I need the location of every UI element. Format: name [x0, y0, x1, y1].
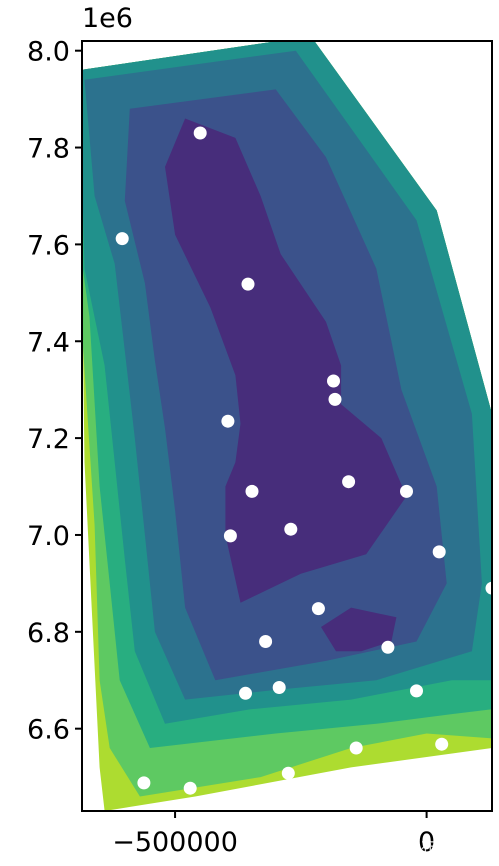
scatter-point	[381, 640, 395, 654]
scatter-point	[183, 781, 197, 795]
scatter-point	[259, 635, 273, 648]
scatter-point	[193, 126, 207, 140]
y-tick-label: 7.6	[27, 230, 70, 261]
scatter-point	[342, 475, 356, 489]
y-tick-label: 7.0	[27, 521, 70, 552]
y-tick-label: 7.4	[27, 327, 70, 358]
scatter-point	[327, 374, 340, 388]
scatter-point	[311, 602, 325, 616]
scatter-point	[241, 277, 255, 291]
scatter-point	[221, 414, 235, 428]
scatter-point	[400, 484, 413, 498]
scatter-point	[137, 776, 151, 790]
scatter-point	[432, 545, 446, 559]
y-offset-label: 1e6	[82, 3, 133, 34]
contour-region-level-0	[321, 607, 397, 652]
scatter-point	[62, 306, 75, 319]
scatter-point	[245, 484, 259, 498]
y-axis-ticks: 6.6 6.8 7.0 7.2 7.4 7.6 7.8 8.0	[27, 37, 82, 746]
y-tick-label: 8.0	[27, 37, 70, 68]
scatter-point	[485, 581, 492, 595]
scatter-point	[272, 681, 286, 694]
plot-frame	[81, 40, 493, 812]
y-tick-label: 7.8	[27, 134, 70, 165]
scatter-point	[328, 392, 342, 406]
y-tick-label: 6.8	[27, 618, 70, 649]
scatter-point	[349, 741, 363, 755]
x-tick-label: 0	[418, 827, 435, 858]
scatter-point	[435, 737, 449, 751]
y-tick-label: 7.2	[27, 424, 70, 455]
scatter-point	[223, 529, 237, 543]
scatter-point	[115, 232, 129, 246]
watermark: 掘金技术社区 @ 布客飞龙	[286, 838, 491, 858]
scatter-point	[284, 522, 298, 536]
scatter-point	[410, 684, 423, 698]
y-tick-label: 6.6	[27, 715, 70, 746]
scatter-point	[281, 766, 295, 780]
scatter-point	[239, 686, 252, 700]
x-tick-label: −500000	[112, 827, 238, 858]
scatter-points	[62, 126, 492, 795]
x-axis-ticks: −500000 0	[112, 811, 435, 858]
